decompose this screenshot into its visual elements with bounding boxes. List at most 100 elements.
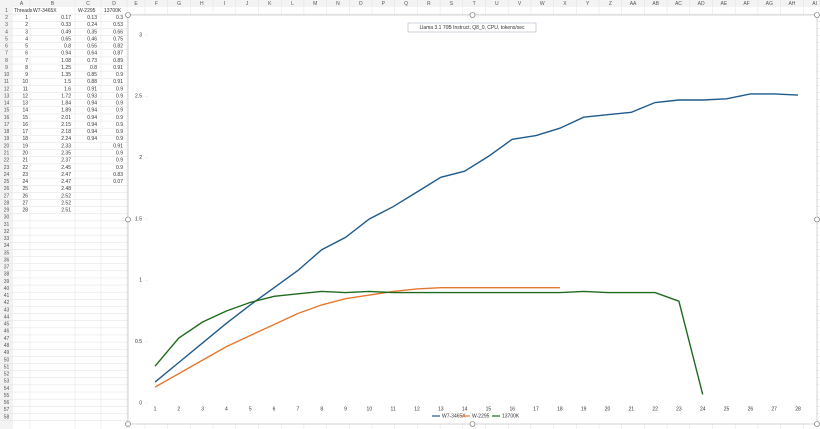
row-number: 49 bbox=[4, 350, 10, 356]
x-tick-label: 11 bbox=[391, 406, 396, 412]
table-cell: 28 bbox=[22, 208, 28, 214]
row-number: 45 bbox=[4, 322, 10, 328]
column-letter: D bbox=[112, 1, 116, 7]
table-header: Threads bbox=[14, 8, 33, 14]
table-cell: 17 bbox=[22, 129, 28, 135]
table-cell: 2 bbox=[25, 22, 28, 28]
row-number: 47 bbox=[4, 336, 10, 342]
chart-title: Llama 3.1 70B Instruct, Q8_0, CPU, token… bbox=[419, 25, 525, 31]
row-number: 48 bbox=[4, 343, 10, 349]
x-tick-label: 6 bbox=[273, 406, 276, 412]
table-cell: 24 bbox=[22, 179, 28, 185]
table-cell: 0.94 bbox=[87, 122, 97, 128]
table-cell: 0.07 bbox=[113, 179, 123, 185]
table-cell: 0.9 bbox=[116, 136, 123, 142]
column-letter: AB bbox=[652, 1, 659, 7]
column-letter: H bbox=[200, 1, 204, 7]
selection-handle bbox=[125, 216, 131, 223]
x-tick-label: 7 bbox=[296, 406, 299, 412]
table-cell: 4 bbox=[25, 36, 28, 42]
column-letter: N bbox=[336, 1, 340, 7]
table-cell: 0.35 bbox=[87, 29, 97, 35]
row-number: 6 bbox=[5, 44, 8, 50]
row-number: 15 bbox=[4, 108, 10, 114]
row-number: 38 bbox=[4, 272, 10, 278]
row-number: 3 bbox=[5, 22, 8, 28]
table-cell: 23 bbox=[22, 172, 28, 178]
row-number: 24 bbox=[4, 172, 10, 178]
table-cell: 0.94 bbox=[61, 51, 71, 57]
row-number: 53 bbox=[4, 379, 10, 385]
table-cell: 2.52 bbox=[61, 200, 71, 206]
table-cell: 0.73 bbox=[87, 58, 97, 64]
table-cell: 0.64 bbox=[87, 51, 97, 57]
table-cell: 0.82 bbox=[113, 44, 123, 50]
y-tick-label: 2.5 bbox=[135, 94, 142, 100]
y-tick-label: 0.5 bbox=[135, 339, 142, 345]
row-number: 44 bbox=[4, 314, 10, 320]
column-letter: AG bbox=[766, 1, 773, 7]
row-number: 39 bbox=[4, 279, 10, 285]
table-cell: 0.55 bbox=[87, 44, 97, 50]
selection-handle bbox=[125, 12, 131, 18]
table-cell: 12 bbox=[22, 93, 28, 99]
table-cell: 11 bbox=[23, 86, 28, 92]
table-cell: 2.33 bbox=[61, 143, 71, 149]
legend-label: W-2295 bbox=[472, 413, 490, 419]
row-number: 34 bbox=[4, 243, 10, 249]
table-cell: 0.17 bbox=[61, 15, 71, 21]
x-tick-label: 28 bbox=[795, 406, 801, 412]
column-letter: S bbox=[450, 1, 454, 7]
row-number: 26 bbox=[4, 186, 10, 192]
row-number: 54 bbox=[4, 386, 10, 392]
column-letter: W bbox=[540, 1, 545, 7]
x-tick-label: 9 bbox=[344, 406, 347, 412]
column-letter: L bbox=[291, 1, 294, 7]
table-cell: 2.35 bbox=[61, 150, 71, 156]
row-number: 13 bbox=[4, 93, 10, 99]
table-cell: 0.9 bbox=[116, 101, 123, 107]
table-cell: 1.89 bbox=[61, 108, 71, 114]
column-letter: Y bbox=[586, 1, 590, 7]
table-cell: 1.35 bbox=[61, 72, 71, 78]
table-cell: 1 bbox=[25, 15, 28, 21]
table-cell: 0.9 bbox=[116, 115, 123, 121]
column-letter: I bbox=[224, 1, 225, 7]
table-cell: 19 bbox=[22, 143, 28, 149]
table-cell: 26 bbox=[22, 193, 28, 199]
table-cell: 1.5 bbox=[64, 79, 71, 85]
table-cell: 14 bbox=[22, 108, 28, 114]
x-tick-label: 5 bbox=[249, 406, 252, 412]
table-cell: 1.6 bbox=[64, 86, 71, 92]
row-number: 16 bbox=[4, 115, 10, 121]
column-letter: AC bbox=[675, 1, 682, 7]
table-cell: 0.8 bbox=[64, 44, 71, 50]
row-number: 46 bbox=[4, 329, 10, 335]
x-tick-label: 8 bbox=[320, 406, 323, 412]
table-cell: 0.46 bbox=[87, 36, 97, 42]
chart-title-box bbox=[407, 22, 537, 33]
column-letter: R bbox=[427, 1, 431, 7]
column-letter: M bbox=[313, 1, 317, 7]
row-number: 21 bbox=[4, 150, 10, 156]
table-cell: 0.89 bbox=[113, 58, 123, 64]
row-number: 10 bbox=[4, 72, 10, 78]
x-tick-label: 2 bbox=[177, 406, 180, 412]
table-cell: 1.25 bbox=[61, 65, 71, 71]
row-number: 1 bbox=[5, 8, 8, 14]
column-letter: U bbox=[495, 1, 499, 7]
row-number: 11 bbox=[4, 79, 9, 85]
table-cell: 0.9 bbox=[116, 93, 123, 99]
x-tick-label: 13 bbox=[438, 406, 444, 412]
table-cell: 0.49 bbox=[61, 29, 71, 35]
column-letter: G bbox=[177, 1, 181, 7]
table-cell: 3 bbox=[25, 29, 28, 35]
chart-area bbox=[127, 14, 818, 425]
table-cell: 0.88 bbox=[87, 79, 97, 85]
selection-handle bbox=[814, 421, 820, 427]
table-cell: 0.85 bbox=[87, 72, 97, 78]
row-number: 43 bbox=[4, 307, 10, 313]
table-cell: 0.91 bbox=[113, 143, 123, 149]
table-cell: 0.83 bbox=[113, 172, 123, 178]
table-cell: 2.37 bbox=[61, 158, 71, 164]
